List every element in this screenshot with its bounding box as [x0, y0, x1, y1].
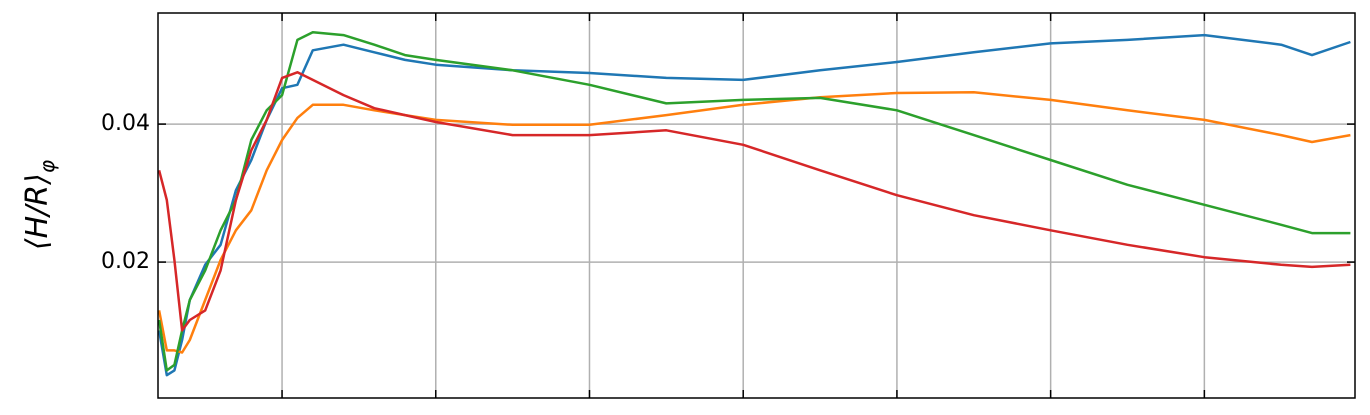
series-line	[157, 33, 1351, 377]
y-tick-label: 0.04	[101, 111, 150, 136]
y-axis-label: ⟨H/R⟩φ	[20, 160, 59, 250]
series-line	[157, 71, 1351, 332]
plot-frame	[157, 12, 1356, 399]
y-label-main: ⟨H/R⟩	[20, 173, 55, 250]
y-label-subscript: φ	[35, 160, 59, 173]
series-line	[157, 31, 1351, 372]
series-line	[157, 91, 1351, 354]
y-tick-label: 0.02	[101, 249, 150, 274]
